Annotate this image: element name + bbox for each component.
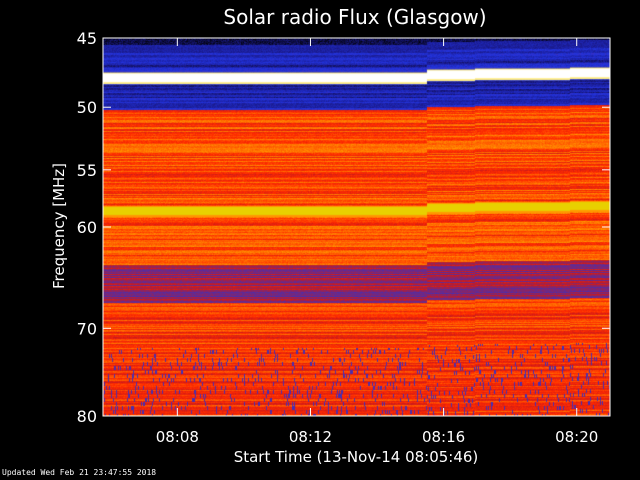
plot-area [102, 37, 611, 417]
y-tick-label: 45 [77, 29, 97, 48]
x-axis-label: Start Time (13-Nov-14 08:05:46) [234, 448, 479, 466]
x-tick-label: 08:20 [555, 428, 598, 446]
y-tick-label: 55 [77, 161, 97, 180]
x-tick-label: 08:12 [289, 428, 332, 446]
y-axis-label: Frequency [MHz] [50, 163, 68, 289]
x-tick-label: 08:08 [156, 428, 199, 446]
y-tick-label: 80 [77, 407, 97, 426]
updated-timestamp: Updated Wed Feb 21 23:47:55 2018 [2, 468, 157, 477]
spectrogram-image [103, 38, 610, 416]
y-tick-label: 70 [77, 319, 97, 338]
chart-title: Solar radio Flux (Glasgow) [223, 5, 486, 29]
x-tick-label: 08:16 [422, 428, 465, 446]
y-tick-label: 60 [77, 218, 97, 237]
y-tick-label: 50 [77, 98, 97, 117]
x-axis: 08:08 08:12 08:16 08:20 [156, 38, 598, 446]
y-axis: 45 50 55 60 70 80 [77, 29, 610, 426]
